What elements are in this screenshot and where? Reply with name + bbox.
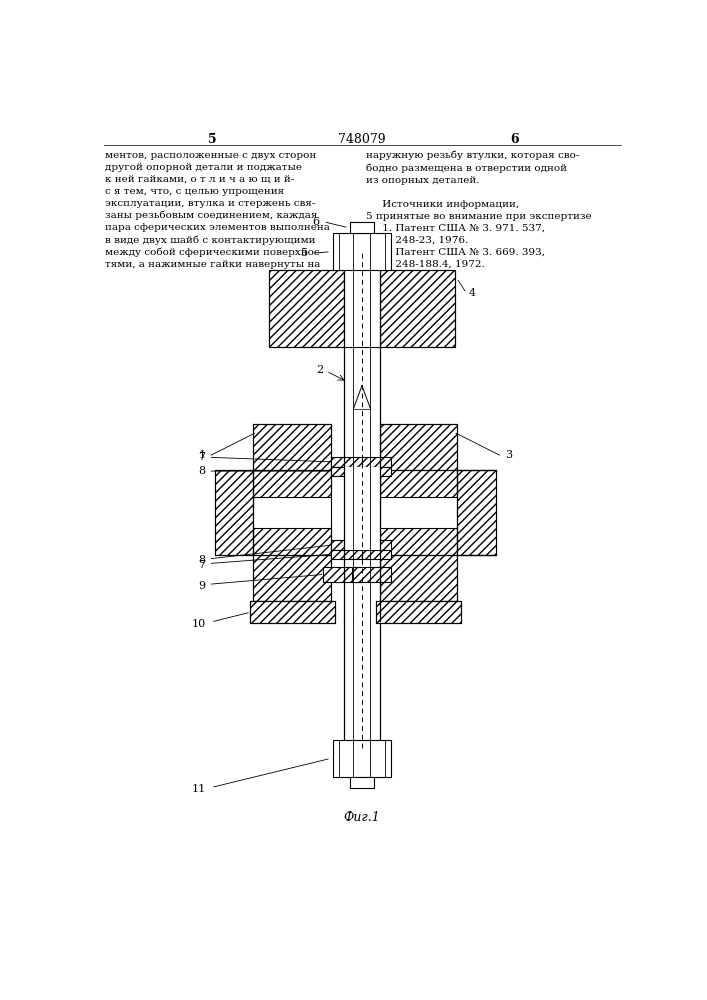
Bar <box>331 550 362 559</box>
Bar <box>344 347 380 405</box>
Bar <box>269 270 344 347</box>
Bar <box>331 540 362 550</box>
Text: ментов, расположенные с двух сторон
другой опорной детали и поджатые
к ней гайка: ментов, расположенные с двух сторон друг… <box>105 151 330 269</box>
Text: 9: 9 <box>198 581 206 591</box>
Text: 7: 7 <box>199 560 206 570</box>
Bar <box>253 528 331 601</box>
Bar <box>362 466 392 476</box>
Bar <box>457 470 496 555</box>
Bar <box>362 550 392 559</box>
Bar <box>323 567 362 582</box>
Text: 6: 6 <box>312 217 320 227</box>
Text: 8: 8 <box>198 466 206 476</box>
Bar <box>344 620 380 740</box>
Bar <box>352 567 391 582</box>
Text: 4: 4 <box>469 288 476 298</box>
Bar <box>344 270 380 347</box>
Bar <box>332 233 392 270</box>
Bar <box>215 470 253 555</box>
Bar <box>457 470 496 555</box>
Bar <box>376 601 461 623</box>
Bar <box>351 777 373 788</box>
Text: 5: 5 <box>300 248 308 258</box>
Bar <box>362 457 392 466</box>
Text: 8: 8 <box>198 555 206 565</box>
Text: 5: 5 <box>208 133 216 146</box>
Bar <box>344 466 362 550</box>
Text: 1: 1 <box>198 450 206 460</box>
Text: 11: 11 <box>191 784 206 794</box>
Text: 6: 6 <box>510 133 519 146</box>
Text: 748079: 748079 <box>338 133 386 146</box>
Bar <box>253 424 331 497</box>
Text: Фиг.1: Фиг.1 <box>344 811 380 824</box>
Text: 3: 3 <box>506 450 513 460</box>
Bar <box>362 466 380 550</box>
Bar <box>380 270 455 347</box>
Bar <box>380 424 457 497</box>
Bar <box>250 601 335 623</box>
Bar <box>331 457 362 466</box>
Text: наружную резьбу втулки, которая сво-
бодно размещена в отверстии одной
из опорны: наружную резьбу втулки, которая сво- бод… <box>366 151 592 268</box>
Bar <box>380 528 457 601</box>
Bar <box>376 601 461 623</box>
Bar <box>331 466 362 476</box>
Bar <box>332 740 392 777</box>
Bar <box>344 405 380 620</box>
Text: 7: 7 <box>199 452 206 462</box>
Bar <box>253 424 331 601</box>
Bar <box>362 540 392 550</box>
Text: 2: 2 <box>316 365 323 375</box>
Text: 10: 10 <box>191 619 206 629</box>
Bar <box>380 424 457 601</box>
Bar <box>250 601 335 623</box>
Bar <box>269 270 455 347</box>
Bar <box>351 222 373 233</box>
Bar <box>215 470 253 555</box>
